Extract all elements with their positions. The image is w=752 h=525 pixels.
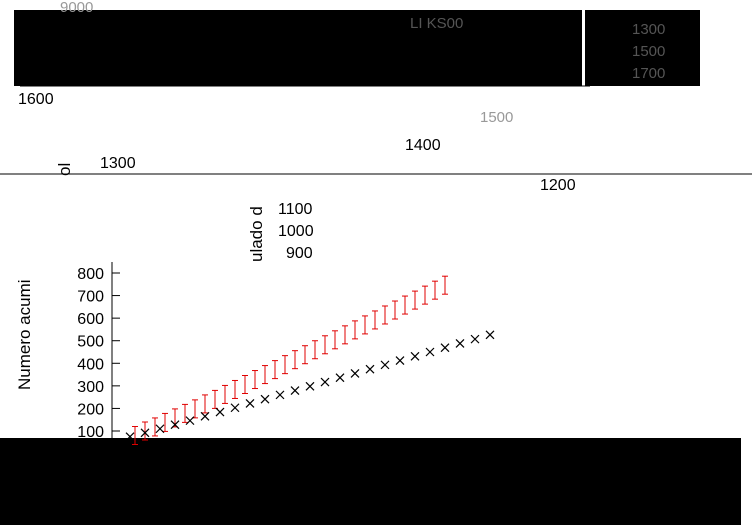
- overlay-text-9000: 9000: [60, 0, 93, 16]
- mask-top-right: [585, 10, 700, 86]
- mask-left-strip: [0, 438, 14, 525]
- y-axis-label: Numero acumi: [15, 279, 34, 390]
- overlay-text-ulado: ulado d: [247, 206, 266, 262]
- black-x-point: [440, 343, 450, 353]
- y-tick-label: 100: [77, 424, 104, 441]
- overlay-text-right-1500: 1500: [632, 43, 665, 60]
- y-tick-label: 400: [77, 356, 104, 373]
- red-errorbar-point: [382, 305, 388, 325]
- red-errorbar-point: [282, 355, 288, 375]
- black-x-point: [380, 360, 390, 370]
- overlay-text-1000: 1000: [278, 223, 314, 240]
- black-x-point: [410, 351, 420, 361]
- y-tick-label: 200: [77, 401, 104, 418]
- red-errorbar-point: [332, 330, 338, 350]
- black-x-point: [125, 432, 135, 442]
- black-x-point: [200, 411, 210, 421]
- y-tick-label: 600: [77, 311, 104, 328]
- overlay-text-900: 900: [286, 245, 313, 262]
- black-x-point: [470, 334, 480, 344]
- overlay-text-right-1700: 1700: [632, 65, 665, 82]
- red-errorbar-point: [432, 280, 438, 300]
- overlay-text-1300: 1300: [100, 155, 136, 172]
- red-errorbar-point: [292, 350, 298, 370]
- red-errorbar-point: [422, 285, 428, 305]
- black-x-point: [230, 403, 240, 413]
- black-x-point: [425, 347, 435, 357]
- red-errorbar-point: [252, 370, 258, 390]
- series-red: [132, 275, 448, 446]
- red-errorbar-point: [442, 275, 448, 295]
- red-errorbar-point: [192, 399, 198, 419]
- overlay-text-1200: 1200: [540, 177, 576, 194]
- black-x-point: [140, 428, 150, 438]
- y-tick-label: 300: [77, 379, 104, 396]
- red-errorbar-point: [212, 389, 218, 409]
- red-errorbar-point: [132, 426, 138, 446]
- black-x-point: [290, 386, 300, 396]
- red-errorbar-point: [352, 320, 358, 340]
- red-errorbar-point: [392, 300, 398, 320]
- black-x-point: [335, 373, 345, 383]
- red-errorbar-point: [372, 310, 378, 330]
- black-x-point: [455, 338, 465, 348]
- overlay-text-1500: 1500: [480, 109, 513, 126]
- red-errorbar-point: [262, 365, 268, 385]
- red-errorbar-point: [222, 384, 228, 404]
- mask-bottom: [14, 438, 741, 525]
- black-x-point: [275, 390, 285, 400]
- red-errorbar-point: [412, 290, 418, 310]
- overlay-text-1400: 1400: [405, 137, 441, 154]
- red-errorbar-point: [242, 375, 248, 395]
- red-errorbar-point: [162, 412, 168, 432]
- y-tick-label: 500: [77, 334, 104, 351]
- y-ticks: 100 200 300 400 500 600 700 800: [77, 266, 120, 441]
- overlay-text-lks: LI KS00: [410, 15, 463, 32]
- overlay-text-1100: 1100: [278, 201, 313, 218]
- series-black: [125, 330, 495, 442]
- black-x-point: [320, 377, 330, 387]
- overlay-text-right-1300: 1300: [632, 21, 665, 38]
- red-errorbar-point: [322, 335, 328, 355]
- black-x-point: [170, 420, 180, 430]
- red-errorbar-point: [142, 421, 148, 441]
- red-errorbar-point: [302, 345, 308, 365]
- red-errorbar-point: [402, 295, 408, 315]
- red-errorbar-point: [362, 315, 368, 335]
- y-tick-label: 800: [77, 266, 104, 283]
- black-x-point: [155, 424, 165, 434]
- red-errorbar-point: [272, 360, 278, 380]
- mask-top: [14, 10, 582, 86]
- overlay-text-ol: ol: [55, 163, 74, 176]
- red-errorbar-point: [342, 325, 348, 345]
- black-x-point: [365, 364, 375, 374]
- black-x-point: [215, 407, 225, 417]
- red-errorbar-point: [312, 340, 318, 360]
- red-errorbar-point: [232, 379, 238, 399]
- red-errorbar-point: [182, 403, 188, 423]
- black-x-point: [260, 394, 270, 404]
- black-x-point: [350, 369, 360, 378]
- black-x-point: [245, 399, 255, 408]
- black-x-point: [485, 330, 495, 340]
- black-x-point: [395, 356, 405, 366]
- black-x-point: [305, 381, 315, 391]
- red-errorbar-point: [152, 417, 158, 437]
- overlay-text-1600: 1600: [18, 91, 54, 108]
- black-x-point: [185, 416, 195, 426]
- red-errorbar-point: [202, 394, 208, 414]
- y-tick-label: 700: [77, 289, 104, 306]
